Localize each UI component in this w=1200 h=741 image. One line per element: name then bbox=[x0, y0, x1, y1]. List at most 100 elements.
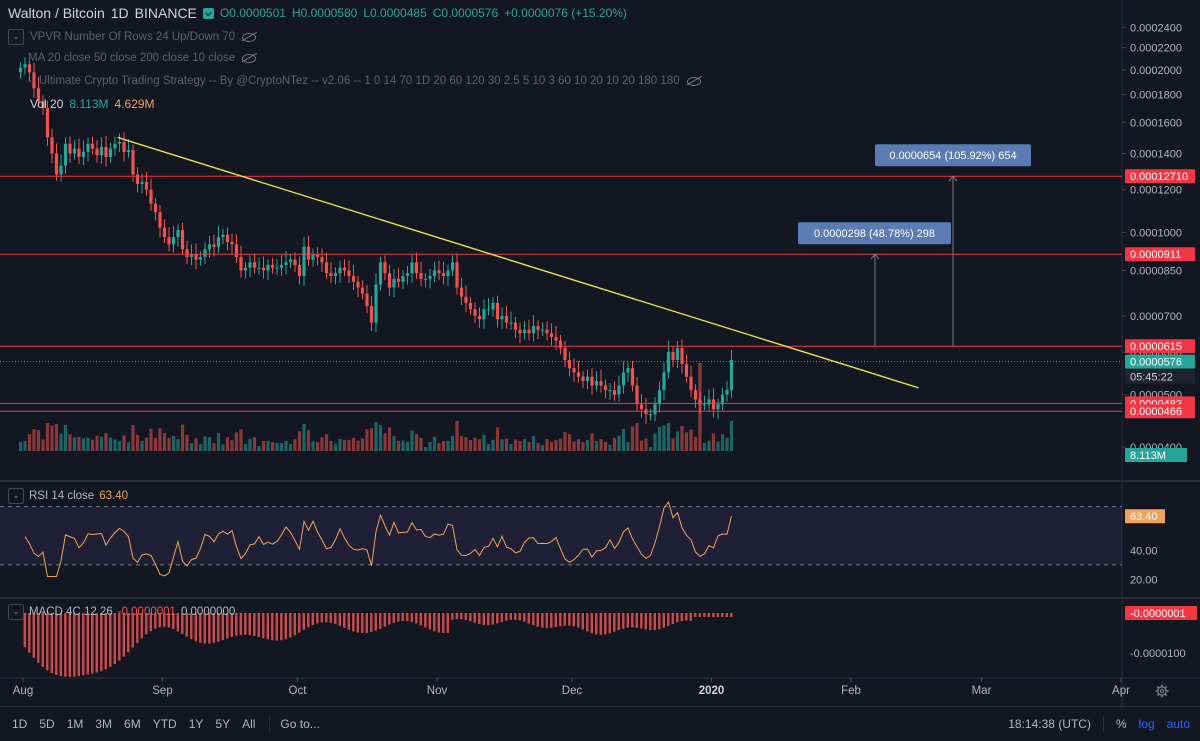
candle-body bbox=[153, 203, 158, 213]
macd-legend[interactable]: ⌄ MACD 4C 12 26 -0.0000001 0.0000000 bbox=[8, 604, 235, 620]
candle-body bbox=[324, 262, 329, 274]
macd-badge-label: -0.0000001 bbox=[1130, 608, 1186, 620]
candle-body bbox=[131, 150, 135, 175]
macd-histogram-bar bbox=[500, 613, 503, 623]
macd-histogram-bar bbox=[613, 613, 616, 632]
chart-legend-header: Walton / Bitcoin 1D BINANCE O0.0000501 H… bbox=[8, 5, 627, 21]
candle-body bbox=[513, 322, 518, 330]
macd-histogram-bar bbox=[257, 613, 260, 637]
collapse-chevron-icon[interactable]: ⌄ bbox=[8, 604, 24, 620]
timeframe-1m[interactable]: 1M bbox=[66, 717, 84, 731]
volume-bar bbox=[468, 439, 473, 451]
collapse-chevron-icon[interactable]: ⌄ bbox=[8, 29, 24, 45]
utc-clock[interactable]: 18:14:38 (UTC) bbox=[1008, 717, 1091, 731]
macd-histogram-bar bbox=[725, 613, 728, 617]
macd-histogram-bar bbox=[244, 613, 247, 635]
indicator-strategy[interactable]: -- Ultimate Crypto Trading Strategy -- B… bbox=[8, 75, 702, 87]
macd-histogram-bar bbox=[401, 613, 404, 622]
timeframe-6m[interactable]: 6M bbox=[124, 717, 141, 731]
macd-histogram-bar bbox=[361, 613, 364, 634]
candle-body bbox=[639, 404, 644, 410]
volume-bar bbox=[50, 425, 54, 451]
settings-gear-icon[interactable] bbox=[1155, 684, 1169, 698]
rsi-legend[interactable]: ⌄ RSI 14 close 63.40 bbox=[8, 488, 128, 504]
chart-canvas[interactable]: 0.0002400 0.0002200 0.0002000 0.0001800 0.00… bbox=[0, 0, 1200, 706]
macd-histogram-bar bbox=[469, 613, 472, 622]
macd-histogram-bar bbox=[77, 613, 80, 677]
timeframe-1d[interactable]: 1D bbox=[12, 717, 28, 731]
collapse-chevron-icon[interactable]: ⌄ bbox=[8, 488, 24, 504]
volume-bar bbox=[95, 435, 99, 451]
macd-histogram-bar bbox=[41, 613, 44, 667]
volume-bar bbox=[72, 437, 77, 451]
candle-body bbox=[113, 143, 117, 149]
candle-body bbox=[198, 257, 203, 260]
timeframe-5d[interactable]: 5D bbox=[39, 717, 55, 731]
timeframe-ytd[interactable]: YTD bbox=[152, 717, 177, 731]
price-tick-label: 0.0001200 bbox=[1130, 185, 1182, 197]
macd-histogram-bar bbox=[199, 613, 202, 643]
auto-scale-toggle[interactable]: auto bbox=[1166, 717, 1190, 731]
macd-histogram-bar bbox=[496, 613, 499, 624]
timeframe-3m[interactable]: 3M bbox=[95, 717, 113, 731]
hidden-eye-icon[interactable] bbox=[241, 53, 257, 63]
macd-signal-value: 0.0000000 bbox=[180, 606, 236, 618]
volume-bar bbox=[176, 439, 180, 451]
high-value: H0.0000580 bbox=[291, 6, 358, 20]
macd-histogram-bar bbox=[527, 613, 530, 624]
macd-histogram-bar bbox=[707, 613, 710, 617]
price-tick-label: 0.0001000 bbox=[1130, 227, 1182, 239]
volume-bar bbox=[212, 443, 216, 451]
macd-histogram-bar bbox=[464, 613, 467, 620]
volume-bar bbox=[401, 440, 405, 451]
candle-body bbox=[648, 414, 653, 416]
volume-bar bbox=[446, 440, 450, 451]
macd-histogram-bar bbox=[712, 613, 715, 617]
candle-body bbox=[554, 336, 558, 341]
percent-scale-toggle[interactable]: % bbox=[1115, 717, 1127, 731]
hidden-eye-icon[interactable] bbox=[241, 32, 257, 42]
interval[interactable]: 1D bbox=[110, 5, 129, 21]
candle-body bbox=[351, 276, 356, 282]
macd-histogram-bar bbox=[235, 613, 238, 636]
volume-bar bbox=[711, 433, 716, 451]
macd-histogram-bar bbox=[667, 613, 670, 626]
volume-bar bbox=[374, 422, 378, 451]
log-scale-toggle[interactable]: log bbox=[1138, 717, 1155, 731]
candle-body bbox=[365, 293, 369, 307]
volume-bar bbox=[549, 442, 554, 451]
candle-body bbox=[158, 212, 162, 228]
indicator-vpvr[interactable]: ⌄ VPVR Number Of Rows 24 Up/Down 70 bbox=[8, 29, 257, 45]
macd-histogram-bar bbox=[203, 613, 206, 644]
indicator-ma[interactable]: MA 20 close 50 close 200 close 10 close bbox=[8, 52, 257, 64]
macd-histogram-bar bbox=[194, 613, 197, 642]
indicator-volume[interactable]: Vol 20 8.113M 4.629M bbox=[8, 97, 155, 111]
timeframe-all[interactable]: All bbox=[242, 717, 256, 731]
timeframe-1y[interactable]: 1Y bbox=[188, 717, 204, 731]
macd-histogram-bar bbox=[392, 613, 395, 623]
volume-bar bbox=[653, 433, 657, 451]
volume-bar bbox=[171, 435, 176, 451]
volume-bar bbox=[558, 438, 563, 451]
macd-histogram-bar bbox=[442, 613, 445, 633]
candle-body bbox=[320, 257, 324, 263]
macd-histogram-bar bbox=[100, 613, 103, 672]
volume-bar bbox=[396, 440, 401, 451]
vol-label: Vol 20 bbox=[30, 97, 64, 111]
macd-histogram-bar bbox=[338, 613, 341, 626]
macd-histogram-bar bbox=[730, 613, 733, 617]
measure-arrow-icon bbox=[870, 253, 880, 260]
goto-date-button[interactable]: Go to... bbox=[280, 717, 320, 731]
candle-body bbox=[194, 254, 198, 260]
time-tick-label: Aug bbox=[13, 685, 33, 697]
candle-body bbox=[108, 148, 113, 157]
candle-body bbox=[590, 376, 594, 386]
candle-body bbox=[567, 359, 572, 369]
hidden-eye-icon[interactable] bbox=[686, 76, 702, 86]
symbol-name[interactable]: Walton / Bitcoin bbox=[8, 5, 105, 21]
candle-body bbox=[572, 368, 576, 373]
candle-body bbox=[459, 287, 464, 297]
macd-histogram-bar bbox=[253, 613, 256, 636]
timeframe-5y[interactable]: 5Y bbox=[215, 717, 231, 731]
volume-bar bbox=[441, 440, 446, 451]
